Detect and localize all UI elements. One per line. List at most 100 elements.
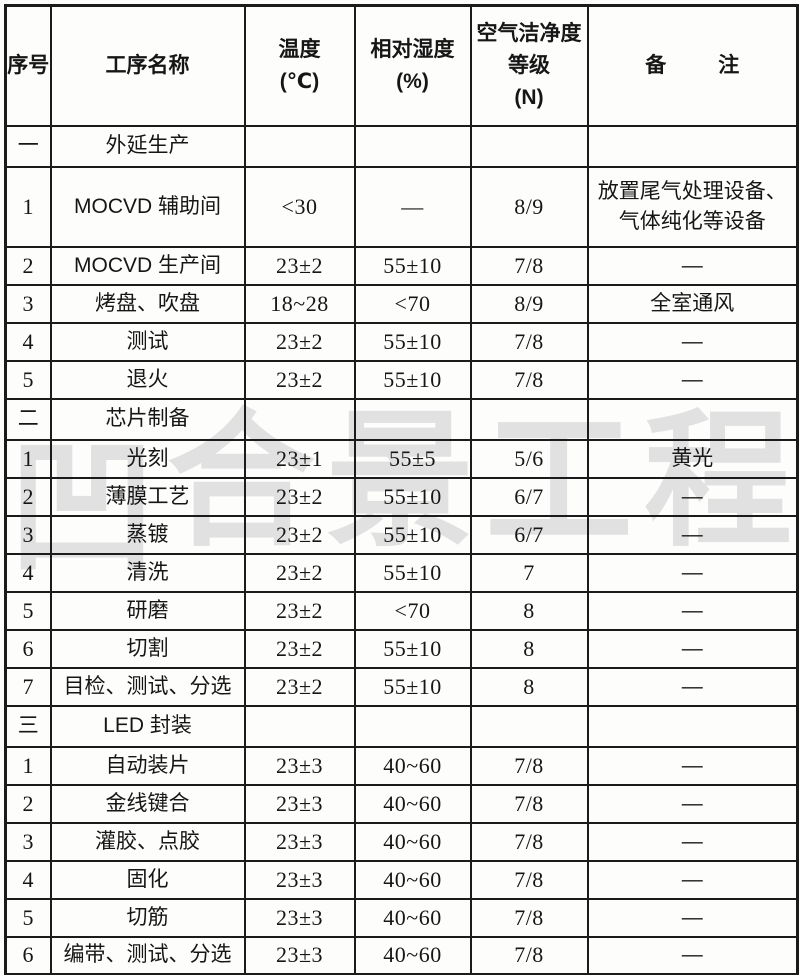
- cell-process-name: 薄膜工艺: [49, 476, 246, 517]
- cell-humidity: 55±10: [353, 476, 472, 517]
- cell-serial: 2: [4, 476, 52, 517]
- table-body: 一外延生产 1 MOCVD 辅助间 <30—8/9 放置尾气处理设备、 气体纯化等设备 2 M…: [4, 124, 799, 975]
- remark-line: 黄光: [671, 446, 714, 470]
- cell-process-name: 自动装片: [49, 745, 246, 786]
- cell-serial: 1: [4, 165, 52, 248]
- cell-temperature: [243, 704, 356, 748]
- header-cleanliness-label-1: 空气洁净度: [476, 21, 582, 45]
- cell-temperature: 23±2: [243, 321, 356, 362]
- section-row: 三 LED 封装: [4, 704, 799, 748]
- cell-remark: 全室通风: [586, 283, 799, 324]
- cell-process-name: 金线键合: [49, 783, 246, 824]
- cell-cleanliness: 7/8: [469, 859, 589, 900]
- cell-humidity: [353, 397, 472, 441]
- table-row: 3 灌胶、点胶 23±3 40~60 7/8 —: [4, 821, 799, 862]
- cell-process-name: 固化: [49, 859, 246, 900]
- remark-line: —: [681, 329, 703, 353]
- cell-remark: —: [586, 590, 799, 631]
- cell-serial: 2: [4, 783, 52, 824]
- cell-serial: 5: [4, 590, 52, 631]
- cell-temperature: 23±3: [243, 897, 356, 938]
- cell-humidity: 55±10: [353, 245, 472, 286]
- cell-cleanliness: 7/8: [469, 783, 589, 824]
- cell-remark: —: [586, 552, 799, 593]
- cell-process-name: 目检、测试、分选: [49, 666, 246, 707]
- remark-line: —: [681, 829, 703, 853]
- cell-process-name: 测试: [49, 321, 246, 362]
- remark-line: —: [681, 867, 703, 891]
- cell-cleanliness: 8/9: [469, 165, 589, 248]
- cell-serial: 3: [4, 821, 52, 862]
- remark-line: —: [681, 253, 703, 277]
- cell-cleanliness: [469, 124, 589, 168]
- table-row: 4 清洗 23±2 55±10 7 —: [4, 552, 799, 593]
- table-row: 2 金线键合 23±3 40~60 7/8 —: [4, 783, 799, 824]
- cell-serial: 5: [4, 897, 52, 938]
- cell-temperature: 23±2: [243, 552, 356, 593]
- cell-serial: 一: [4, 124, 52, 168]
- cell-serial: 1: [4, 745, 52, 786]
- header-humidity-label: 相对湿度: [370, 37, 455, 61]
- table-row: 3 蒸镀 23±2 55±10 6/7 —: [4, 514, 799, 555]
- cell-process-name: 清洗: [49, 552, 246, 593]
- cell-remark: —: [586, 245, 799, 286]
- cell-cleanliness: 8: [469, 666, 589, 707]
- cell-serial: 6: [4, 628, 52, 669]
- cell-cleanliness: 7/8: [469, 321, 589, 362]
- cell-humidity: 55±5: [353, 438, 472, 479]
- cell-process-name: 灌胶、点胶: [49, 821, 246, 862]
- remark-line: —: [681, 484, 703, 508]
- remark-line: —: [681, 560, 703, 584]
- cell-remark: —: [586, 359, 799, 400]
- cell-process-name: 编带、测试、分选: [49, 935, 246, 975]
- cell-temperature: 23±2: [243, 628, 356, 669]
- header-remark: 备 注: [586, 4, 799, 127]
- header-cleanliness-unit: (N): [514, 85, 544, 109]
- cell-serial: 6: [4, 935, 52, 975]
- cell-remark: [586, 397, 799, 441]
- cell-remark: —: [586, 666, 799, 707]
- cell-humidity: 40~60: [353, 783, 472, 824]
- cell-humidity: 40~60: [353, 745, 472, 786]
- cell-process-name: 退火: [49, 359, 246, 400]
- cell-humidity: 40~60: [353, 935, 472, 975]
- table-row: 6 切割 23±2 55±10 8 —: [4, 628, 799, 669]
- cell-remark: —: [586, 935, 799, 975]
- remark-line: 气体纯化等设备: [618, 209, 766, 233]
- remark-line: 放置尾气处理设备、: [597, 179, 787, 203]
- cell-cleanliness: 7/8: [469, 745, 589, 786]
- header-humidity: 相对湿度 (%): [353, 4, 472, 127]
- cell-humidity: 55±10: [353, 321, 472, 362]
- cell-humidity: —: [353, 165, 472, 248]
- table-header-row: 序号 工序名称 温度 (℃) 相对湿度 (%) 空气洁净度 等级 (N): [4, 4, 799, 127]
- cell-cleanliness: 7/8: [469, 935, 589, 975]
- cell-remark: —: [586, 859, 799, 900]
- remark-line: —: [681, 367, 703, 391]
- table-row: 4 测试 23±2 55±10 7/8 —: [4, 321, 799, 362]
- cell-humidity: [353, 124, 472, 168]
- header-serial-label: 序号: [7, 53, 50, 77]
- cell-humidity: 40~60: [353, 821, 472, 862]
- table-row: 3 烤盘、吹盘 18~28 <70 8/9 全室通风: [4, 283, 799, 324]
- cell-humidity: 40~60: [353, 897, 472, 938]
- cell-cleanliness: 6/7: [469, 476, 589, 517]
- cell-remark: —: [586, 514, 799, 555]
- cell-process-name: LED 封装: [49, 704, 246, 748]
- table-row: 5 研磨 23±2 <70 8 —: [4, 590, 799, 631]
- cell-serial: 4: [4, 859, 52, 900]
- header-process-label: 工序名称: [105, 53, 190, 77]
- table-row: 7 目检、测试、分选 23±2 55±10 8 —: [4, 666, 799, 707]
- cell-temperature: <30: [243, 165, 356, 248]
- cell-serial: 5: [4, 359, 52, 400]
- cell-cleanliness: 5/6: [469, 438, 589, 479]
- cell-temperature: 23±2: [243, 245, 356, 286]
- cell-cleanliness: 7/8: [469, 245, 589, 286]
- cell-temperature: 23±2: [243, 476, 356, 517]
- header-cleanliness-label-2: 等级: [508, 53, 550, 77]
- cell-temperature: 23±3: [243, 745, 356, 786]
- cell-process-name: 烤盘、吹盘: [49, 283, 246, 324]
- cell-process-name: 切割: [49, 628, 246, 669]
- header-temperature-unit: (℃): [279, 69, 320, 93]
- cell-remark: —: [586, 745, 799, 786]
- cell-temperature: 23±2: [243, 666, 356, 707]
